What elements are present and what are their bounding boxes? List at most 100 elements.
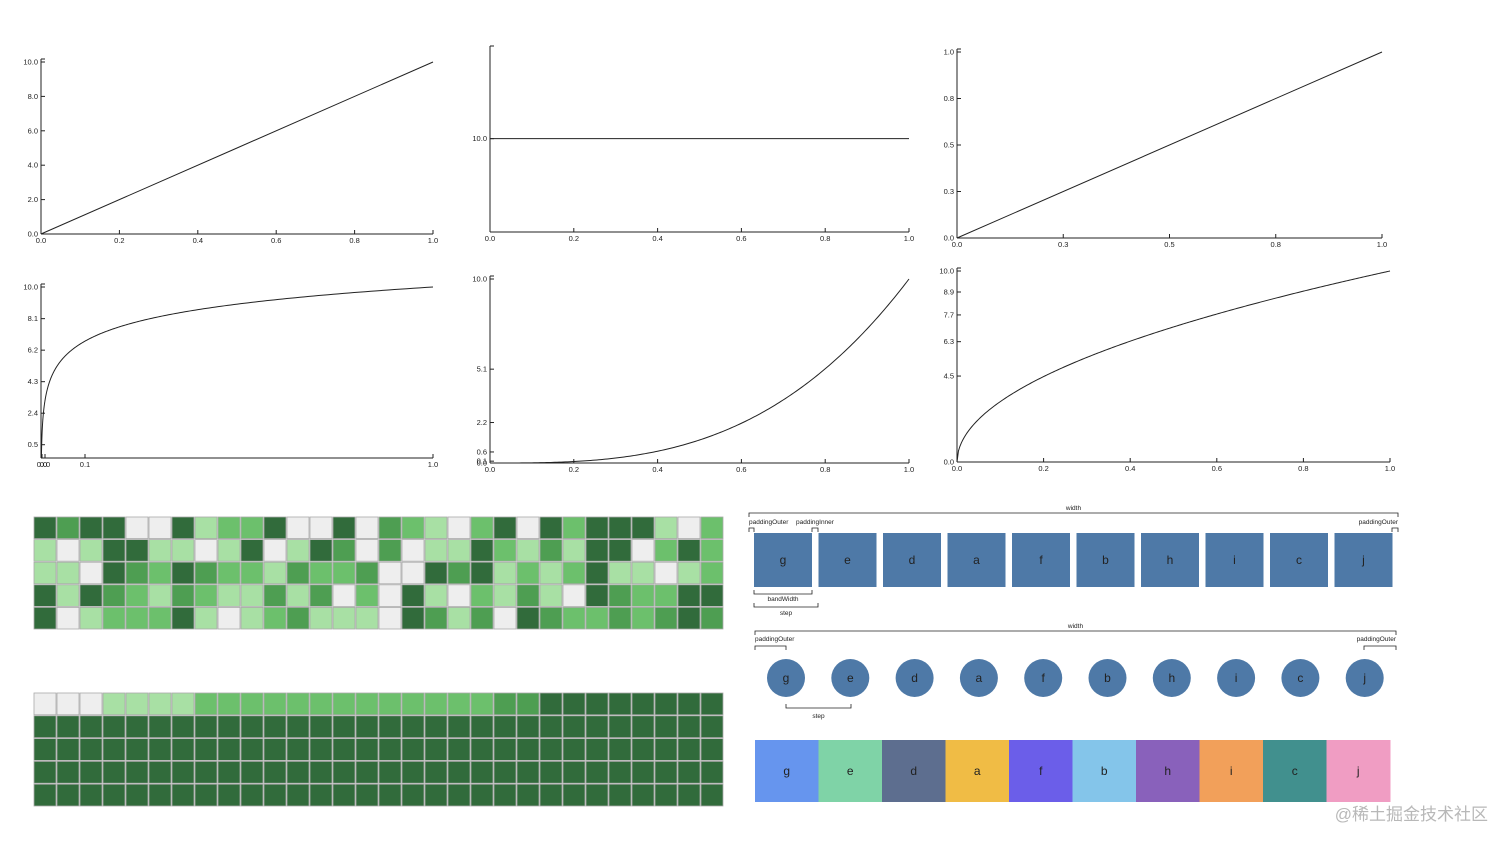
heatmap-cell bbox=[309, 539, 333, 562]
ordinal-swatch bbox=[882, 740, 946, 802]
heatmap-cell bbox=[355, 561, 379, 585]
heatmap-cell bbox=[56, 561, 80, 585]
annotation-label: width bbox=[1065, 505, 1082, 512]
heatmap-cell bbox=[585, 761, 609, 784]
heatmap-cell bbox=[677, 715, 701, 738]
heatmap-cell bbox=[148, 516, 172, 540]
x-tick-label: 0.8 bbox=[1271, 240, 1281, 249]
heatmap-cell bbox=[654, 783, 678, 807]
y-tick-label: 0.3 bbox=[944, 187, 954, 196]
heatmap-cell bbox=[125, 584, 149, 607]
heatmap-cell bbox=[148, 539, 172, 562]
x-tick-label: 0.4 bbox=[1125, 464, 1135, 473]
annotation-label: width bbox=[1067, 623, 1084, 630]
heatmap-cell bbox=[539, 761, 563, 784]
heatmap-cell bbox=[194, 584, 218, 607]
band-scale-chart: width paddingOuter paddingInner paddingOute… bbox=[748, 505, 1399, 617]
heatmap-cell bbox=[355, 584, 379, 607]
heatmap-cell bbox=[171, 516, 195, 540]
heatmap-cell bbox=[56, 584, 80, 607]
heatmap-cell bbox=[79, 715, 103, 738]
axes: 0.0 0.2 0.4 0.6 0.8 1.00.00.10.62.25.110.0 bbox=[472, 275, 914, 475]
heatmap-cell bbox=[539, 715, 563, 738]
heatmap-cell bbox=[493, 761, 517, 784]
heatmap-cell bbox=[217, 783, 241, 807]
heatmap-cell bbox=[309, 715, 333, 738]
heatmap-cell bbox=[631, 584, 655, 607]
heatmap-cell bbox=[33, 761, 57, 784]
heatmap-cell bbox=[240, 783, 264, 807]
heatmap-cell bbox=[608, 692, 632, 716]
heatmap-cell bbox=[654, 539, 678, 562]
ordinal-swatch-label: e bbox=[847, 764, 854, 778]
heatmap-cell bbox=[608, 516, 632, 540]
axes: 0.00.0 0.1 1.00.52.44.36.28.110.0 bbox=[23, 283, 438, 470]
y-tick-label: 0.1 bbox=[477, 457, 487, 466]
heatmap-cell bbox=[263, 584, 287, 607]
heatmap-cell bbox=[700, 692, 724, 716]
heatmap-cell bbox=[608, 584, 632, 607]
heatmap-cell bbox=[585, 607, 609, 630]
x-tick-label: 0.0 bbox=[952, 464, 962, 473]
band-bar bbox=[1270, 533, 1328, 587]
heatmap-cell bbox=[539, 783, 563, 807]
point-mark bbox=[895, 659, 934, 697]
heatmap-cell bbox=[516, 607, 540, 630]
band-bar-label: e bbox=[844, 553, 851, 567]
x-tick-label: 0.0 bbox=[485, 234, 495, 243]
ordinal-swatch bbox=[1199, 740, 1264, 802]
heatmap-cell bbox=[424, 738, 448, 761]
heatmap-cell bbox=[378, 584, 402, 607]
ordinal-swatch-label: g bbox=[783, 764, 790, 778]
y-tick-label: 0.8 bbox=[944, 94, 954, 103]
heatmap-cell bbox=[585, 783, 609, 807]
heatmap-cell bbox=[33, 692, 57, 716]
x-tick-label: 0.0 bbox=[36, 236, 46, 245]
heatmap-cell bbox=[654, 715, 678, 738]
heatmap-cell bbox=[33, 715, 57, 738]
heatmap-cell bbox=[355, 607, 379, 630]
heatmap-cell bbox=[493, 584, 517, 607]
heatmap-cell bbox=[125, 561, 149, 585]
heatmap-cell bbox=[148, 584, 172, 607]
axes: 0.0 0.2 0.4 0.6 0.8 1.0 0.0 2.0 4.0 6.0 8.0 10.0 bbox=[23, 58, 438, 246]
band-bar bbox=[818, 533, 877, 587]
heatmap-cell bbox=[217, 761, 241, 784]
heatmap-cell bbox=[79, 692, 103, 716]
heatmap-cell bbox=[562, 692, 586, 716]
heatmap-cell bbox=[608, 607, 632, 630]
heatmap-cell bbox=[516, 539, 540, 562]
heatmap-cell bbox=[608, 761, 632, 784]
heatmap-cell bbox=[309, 607, 333, 630]
annotation-bracket bbox=[753, 603, 819, 608]
heatmap-cell bbox=[286, 738, 310, 761]
heatmap-cell bbox=[585, 516, 609, 540]
heatmap-cell bbox=[470, 715, 494, 738]
annotation-bracket bbox=[811, 527, 819, 532]
band-bar-label: h bbox=[1167, 553, 1174, 567]
heatmap-cell bbox=[677, 584, 701, 607]
heatmap-cell bbox=[424, 584, 448, 607]
heatmap-cell bbox=[401, 607, 425, 630]
heatmap-cell bbox=[125, 738, 149, 761]
heatmap-cell bbox=[401, 783, 425, 807]
y-tick-label: 2.4 bbox=[28, 409, 38, 418]
heatmap-cell bbox=[102, 561, 126, 585]
heatmap-cell bbox=[332, 561, 356, 585]
y-tick-label: 0.0 bbox=[944, 458, 954, 467]
heatmap-cell bbox=[79, 738, 103, 761]
heatmap-cell bbox=[631, 738, 655, 761]
heatmap-cell bbox=[401, 738, 425, 761]
heatmap-cell bbox=[309, 516, 333, 540]
heatmap-cell bbox=[102, 738, 126, 761]
watermark: @稀土掘金技术社区 bbox=[1335, 805, 1488, 824]
heatmap-cell bbox=[332, 516, 356, 540]
y-tick-label: 10.0 bbox=[23, 283, 38, 292]
heatmap-cell bbox=[171, 539, 195, 562]
heatmap-cell bbox=[355, 761, 379, 784]
heatmap-cell bbox=[286, 561, 310, 585]
x-tick-label: 0.8 bbox=[349, 236, 359, 245]
heatmap-cell bbox=[700, 561, 724, 585]
heatmap-cell bbox=[286, 761, 310, 784]
heatmap-cell bbox=[654, 584, 678, 607]
